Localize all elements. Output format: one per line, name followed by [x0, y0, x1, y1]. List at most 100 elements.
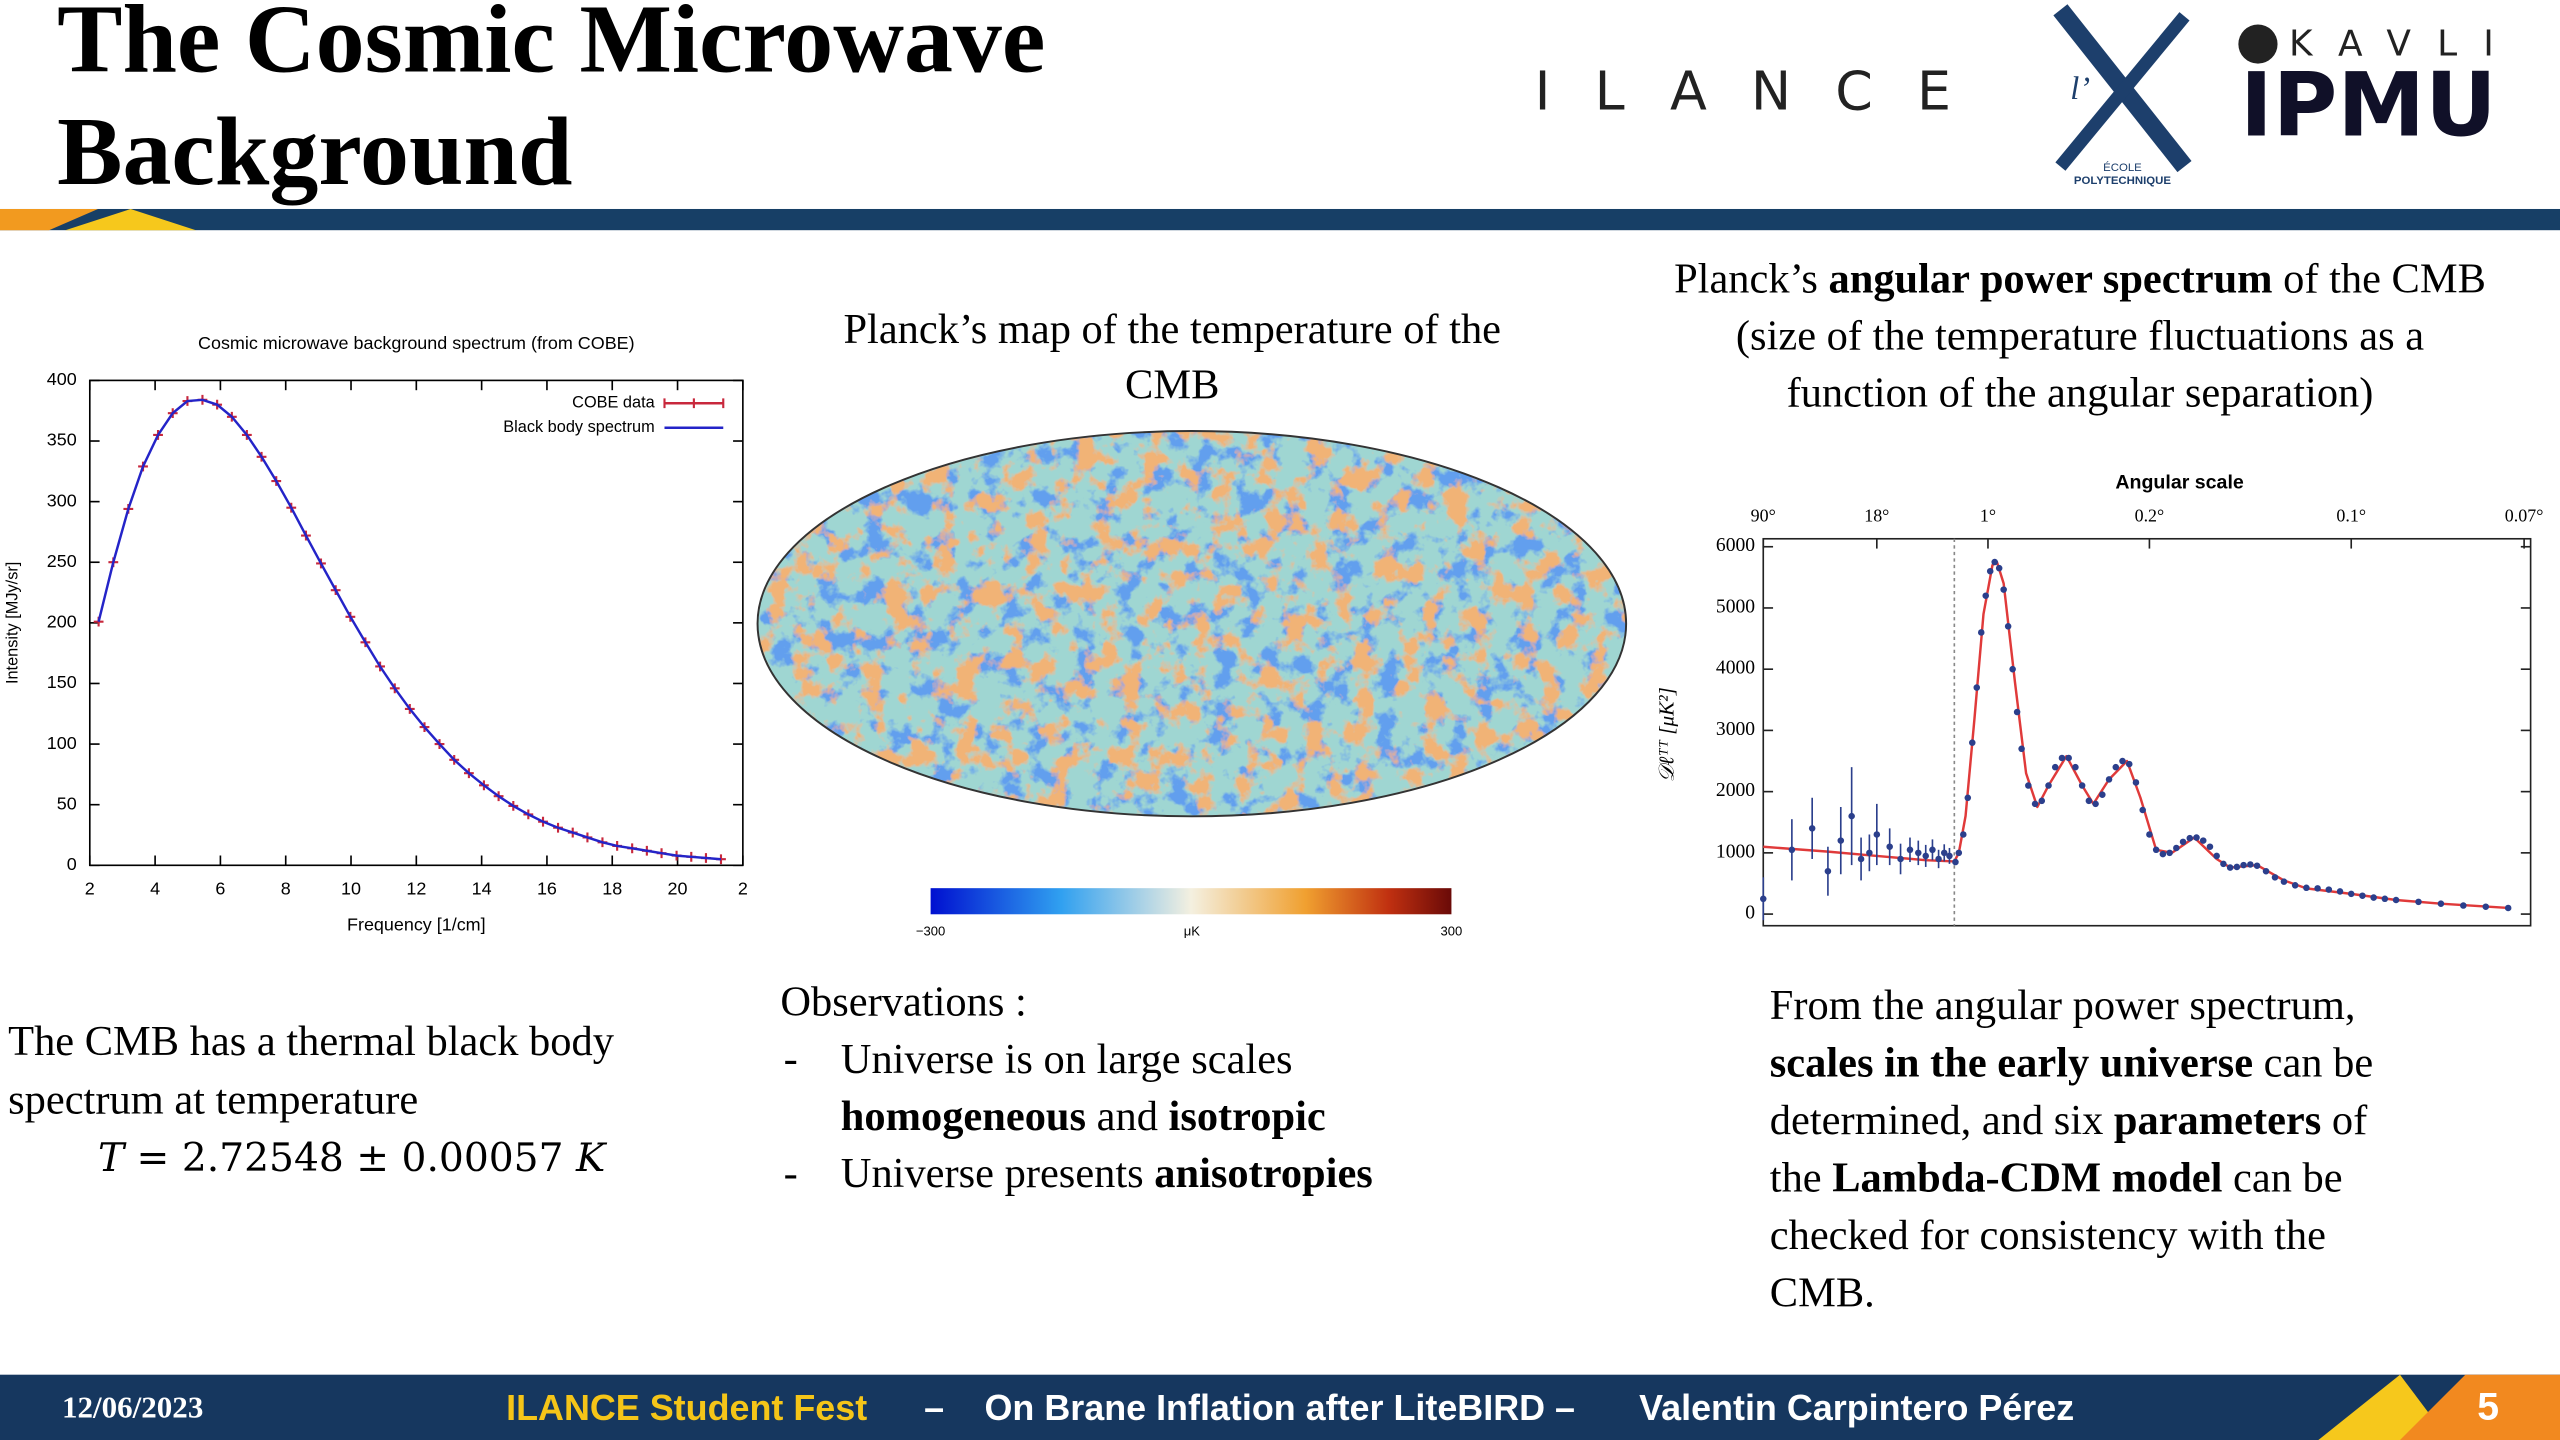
data-point	[2092, 800, 2099, 808]
y-tick-label: 50	[57, 793, 77, 813]
data-point	[1857, 855, 1865, 863]
data-point	[1960, 831, 1967, 838]
spectrum-caption-run: function of the angular separation)	[1787, 369, 2374, 416]
conclusion-text-run: can be	[2222, 1154, 2342, 1201]
data-point	[2125, 760, 2133, 768]
body-text: The CMB has a thermal black body	[8, 1018, 615, 1065]
footer-date: 12/06/2023	[62, 1390, 203, 1425]
colorbar-label: −300	[916, 924, 945, 939]
colorbar	[930, 888, 1452, 915]
x-tick-label: 16	[537, 879, 557, 899]
data-point	[1991, 558, 1998, 566]
colorbar-label: 300	[1441, 924, 1463, 939]
x-tick-label: 18°	[1864, 506, 1889, 526]
data-point	[1897, 855, 1904, 863]
data-point	[2085, 797, 2093, 805]
data-point	[2206, 843, 2214, 850]
bullet-text-run: homogeneous	[841, 1093, 1086, 1140]
legend-label: COBE data	[572, 394, 655, 412]
conclusion-text-run: the	[1770, 1154, 1832, 1201]
data-point	[2392, 896, 2400, 904]
conclusion-text-run: checked for consistency with the	[1770, 1212, 2326, 1259]
bullet-marker: -	[784, 1150, 798, 1197]
data-point	[1986, 567, 1994, 575]
y-axis-title: Intensity [MJy/sr]	[3, 562, 21, 684]
conclusion-text: determined, and six parameters of	[1770, 1097, 2368, 1144]
data-point	[2193, 834, 2200, 841]
data-point	[1964, 794, 1972, 802]
footer-talk: On Brane Inflation after LiteBIRD –	[984, 1387, 1575, 1428]
data-point	[2262, 867, 2270, 875]
data-point	[2359, 892, 2366, 899]
data-point	[1969, 739, 1976, 746]
data-point	[2013, 708, 2021, 716]
colorbar-unit: μK	[1184, 924, 1201, 939]
data-point	[2460, 902, 2467, 909]
equation-run: K	[575, 1136, 608, 1181]
logo-x-stroke	[2055, 12, 2190, 171]
body-text-run: The CMB has a thermal black body	[8, 1018, 615, 1065]
equation-run: T	[98, 1136, 127, 1181]
header-accent	[0, 208, 98, 231]
data-point	[1973, 684, 1981, 691]
data-point	[1977, 629, 1985, 636]
y-tick-label: 150	[47, 672, 77, 692]
x-tick-label: 0.1°	[2336, 506, 2366, 526]
y-tick-label: 400	[47, 369, 77, 389]
bullet-text-run: isotropic	[1169, 1093, 1326, 1140]
legend-swatch	[663, 398, 725, 409]
equation-run: = 2.72548 ± 0.00057	[124, 1136, 576, 1181]
data-point	[2240, 861, 2247, 869]
map-caption-run: Planck’s map of the temperature of the	[843, 306, 1501, 353]
map-caption: CMB	[1125, 361, 1219, 408]
data-point	[2415, 898, 2422, 906]
data-point	[2139, 806, 2146, 814]
conclusion-text-run: Lambda-CDM model	[1832, 1154, 2222, 1201]
data-point	[2031, 800, 2039, 808]
chart-title: Cosmic microwave background spectrum (fr…	[198, 333, 635, 353]
plot-frame	[88, 379, 744, 867]
data-point	[2186, 834, 2194, 842]
data-point	[1886, 843, 1893, 850]
x2-axis-title: Angular scale	[2115, 471, 2244, 493]
data-point	[2437, 900, 2445, 907]
map-outline	[756, 430, 1628, 818]
y-tick-label: 4000	[1716, 658, 1755, 679]
data-point	[1929, 846, 1936, 854]
data-point	[2280, 878, 2288, 885]
bullet-text: Universe presents anisotropies	[841, 1150, 1373, 1197]
y-tick-label: 250	[47, 551, 77, 571]
x-tick-label: 2	[738, 879, 748, 899]
x-tick-label: 8	[281, 879, 291, 899]
bullet-text-run: Universe is on large scales	[841, 1036, 1293, 1083]
data-point	[2004, 623, 2012, 630]
y-tick-label: 0	[67, 854, 77, 874]
data-point	[1915, 849, 1922, 857]
x-axis-title: Frequency [1/cm]	[347, 914, 486, 934]
map-caption-run: CMB	[1125, 361, 1219, 408]
data-point	[2336, 888, 2344, 895]
data-point	[2173, 844, 2180, 852]
y-tick-label: 1000	[1716, 841, 1755, 862]
cmb-map	[757, 431, 1627, 817]
footer-event: ILANCE Student Fest	[506, 1387, 867, 1428]
data-point	[2119, 757, 2126, 765]
kavli-dot	[2238, 24, 2278, 64]
bullet-text-run: anisotropies	[1154, 1150, 1373, 1197]
data-point	[2105, 776, 2113, 783]
footer-author: Valentin Carpintero Pérez	[1639, 1387, 2074, 1428]
data-point	[2045, 782, 2052, 789]
data-point	[2253, 862, 2261, 869]
data-point	[2009, 665, 2016, 673]
data-point	[2058, 754, 2066, 762]
cmb-map-field	[757, 431, 1627, 817]
x-tick-label: 0.07°	[2505, 506, 2544, 526]
model-curve	[1763, 560, 2509, 910]
slide-title: The Cosmic Microwave	[57, 0, 1045, 93]
bullet-text-run: Universe presents	[841, 1150, 1154, 1197]
data-point	[2152, 846, 2160, 854]
data-point	[1955, 849, 1963, 857]
data-point	[1808, 825, 1816, 832]
conclusion-text-run: determined, and six	[1770, 1097, 2114, 1144]
data-point	[2220, 860, 2227, 868]
